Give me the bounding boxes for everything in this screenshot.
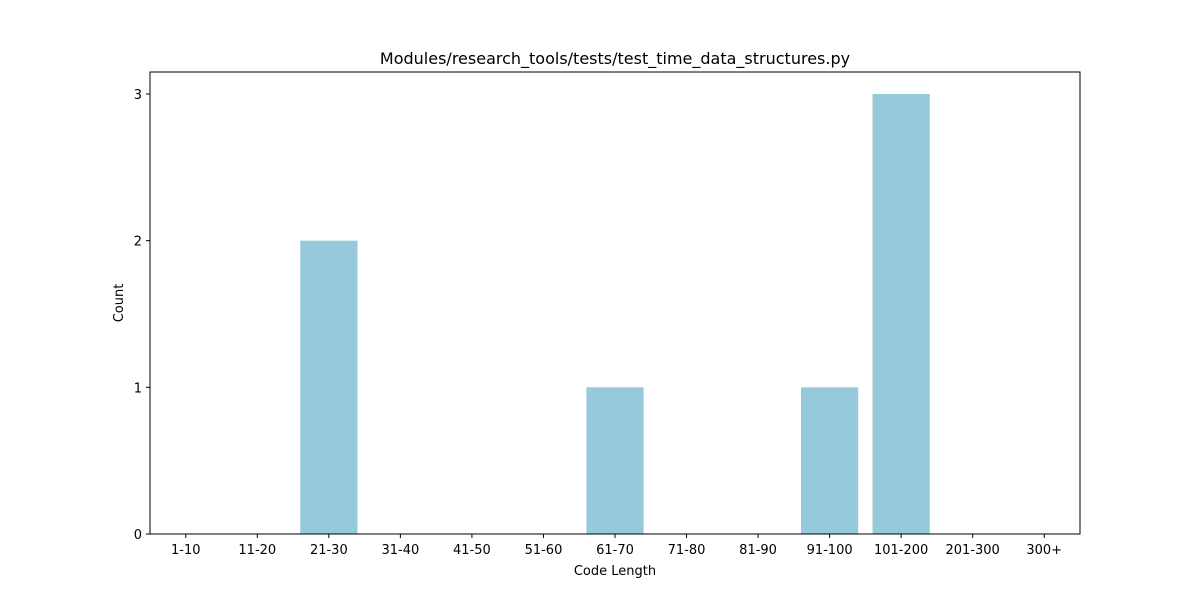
x-tick-label: 300+ [1026, 543, 1062, 558]
x-tick-label: 91-100 [807, 543, 853, 558]
bar-21-30 [300, 240, 358, 534]
y-axis-label: Count [112, 284, 127, 323]
y-tick-label: 0 [134, 528, 142, 543]
y-tick-label: 2 [134, 235, 142, 250]
x-tick-label: 41-50 [453, 543, 491, 558]
x-tick-label: 51-60 [525, 543, 563, 558]
x-tick-label: 101-200 [874, 543, 928, 558]
y-tick-label: 1 [134, 381, 142, 396]
y-tick-label: 3 [134, 88, 142, 103]
x-axis-label: Code Length [574, 564, 656, 579]
x-ticks: 1-10 11-20 21-30 31-40 41-50 51-60 61-70 71-80 8… [171, 534, 1062, 558]
x-tick-label: 201-300 [946, 543, 1000, 558]
chart-title: Modules/research_tools/tests/test_time_d… [380, 49, 850, 69]
x-tick-label: 1-10 [171, 543, 201, 558]
bar-101-200 [872, 94, 930, 534]
bar-61-70 [586, 387, 644, 534]
x-tick-label: 11-20 [238, 543, 276, 558]
bar-91-100 [801, 387, 859, 534]
x-tick-label: 31-40 [381, 543, 419, 558]
y-ticks: 0 1 2 3 [134, 88, 150, 543]
x-tick-label: 61-70 [596, 543, 634, 558]
bars-layer [300, 94, 930, 534]
x-tick-label: 81-90 [739, 543, 777, 558]
x-tick-label: 71-80 [668, 543, 706, 558]
x-tick-label: 21-30 [310, 543, 348, 558]
